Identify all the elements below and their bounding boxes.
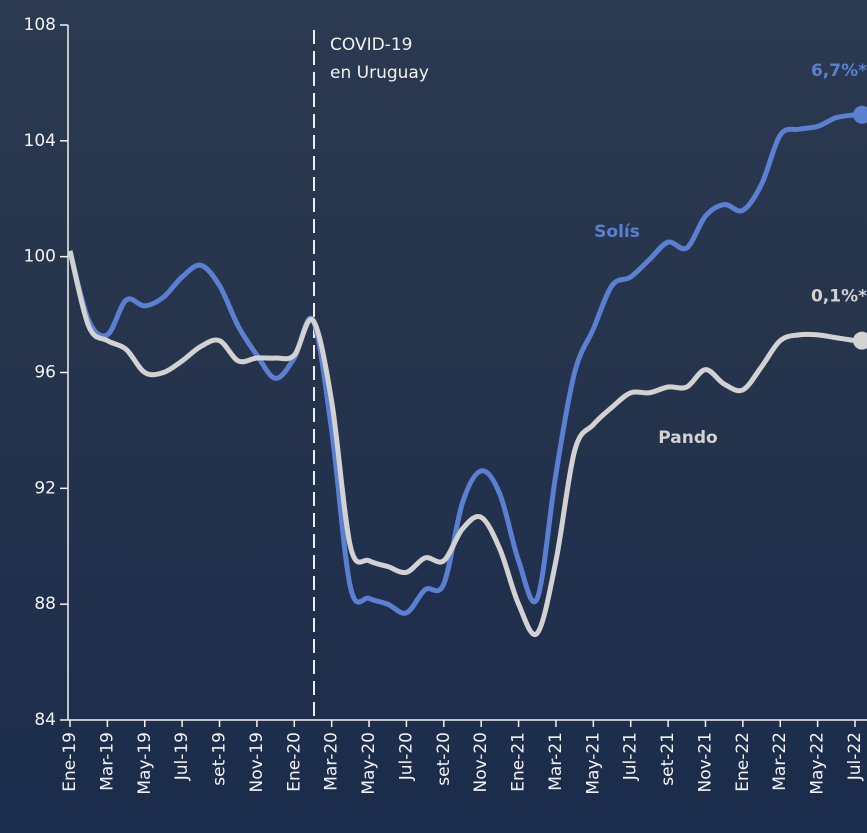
- y-tick-label: 96: [34, 363, 56, 383]
- x-tick-label: Mar-20: [322, 732, 342, 791]
- y-tick-label: 100: [24, 247, 56, 267]
- legend-label: Pando: [658, 428, 717, 448]
- y-tick-label: 88: [34, 594, 56, 614]
- x-tick-label: Mar-21: [546, 732, 566, 791]
- y-tick-label: 104: [24, 131, 56, 151]
- chart: COVID-19 en Uruguay 84 88 92 96 100 104 108 Ene…: [0, 0, 867, 833]
- x-tick-label: set-19: [210, 732, 230, 786]
- end-label: 0,1%*: [811, 287, 867, 307]
- annotation: en Uruguay: [330, 63, 429, 83]
- x-tick-label: May-19: [135, 732, 155, 795]
- x-tick-label: Jul-20: [396, 732, 416, 781]
- y-tick-label: 92: [34, 478, 56, 498]
- legend-label: Solís: [594, 222, 640, 242]
- x-tick-label: Ene-21: [509, 732, 529, 792]
- x-tick-label: Jul-22: [845, 732, 865, 781]
- x-tick-label: Mar-22: [770, 732, 790, 791]
- x-tick-label: May-21: [583, 732, 603, 795]
- x-tick-label: Ene-22: [733, 732, 753, 792]
- background: [0, 0, 867, 833]
- x-tick-label: May-20: [359, 732, 379, 795]
- x-tick-label: set-21: [658, 732, 678, 786]
- x-tick-label: Nov-21: [695, 732, 715, 793]
- x-tick-label: May-22: [808, 732, 828, 795]
- end-label: 6,7%*: [811, 61, 867, 81]
- annotation: COVID-19: [330, 35, 412, 55]
- x-tick-label: Jul-19: [172, 732, 192, 781]
- y-tick-label: 108: [24, 15, 56, 35]
- x-tick-label: Nov-19: [247, 732, 267, 793]
- x-tick-label: Ene-19: [60, 732, 80, 792]
- x-tick-label: Nov-20: [471, 732, 491, 793]
- y-tick-label: 84: [34, 710, 56, 730]
- x-tick-label: Ene-20: [284, 732, 304, 792]
- x-tick-label: Jul-21: [621, 732, 641, 781]
- x-tick-label: Mar-19: [97, 732, 117, 791]
- x-tick-label: set-20: [434, 732, 454, 786]
